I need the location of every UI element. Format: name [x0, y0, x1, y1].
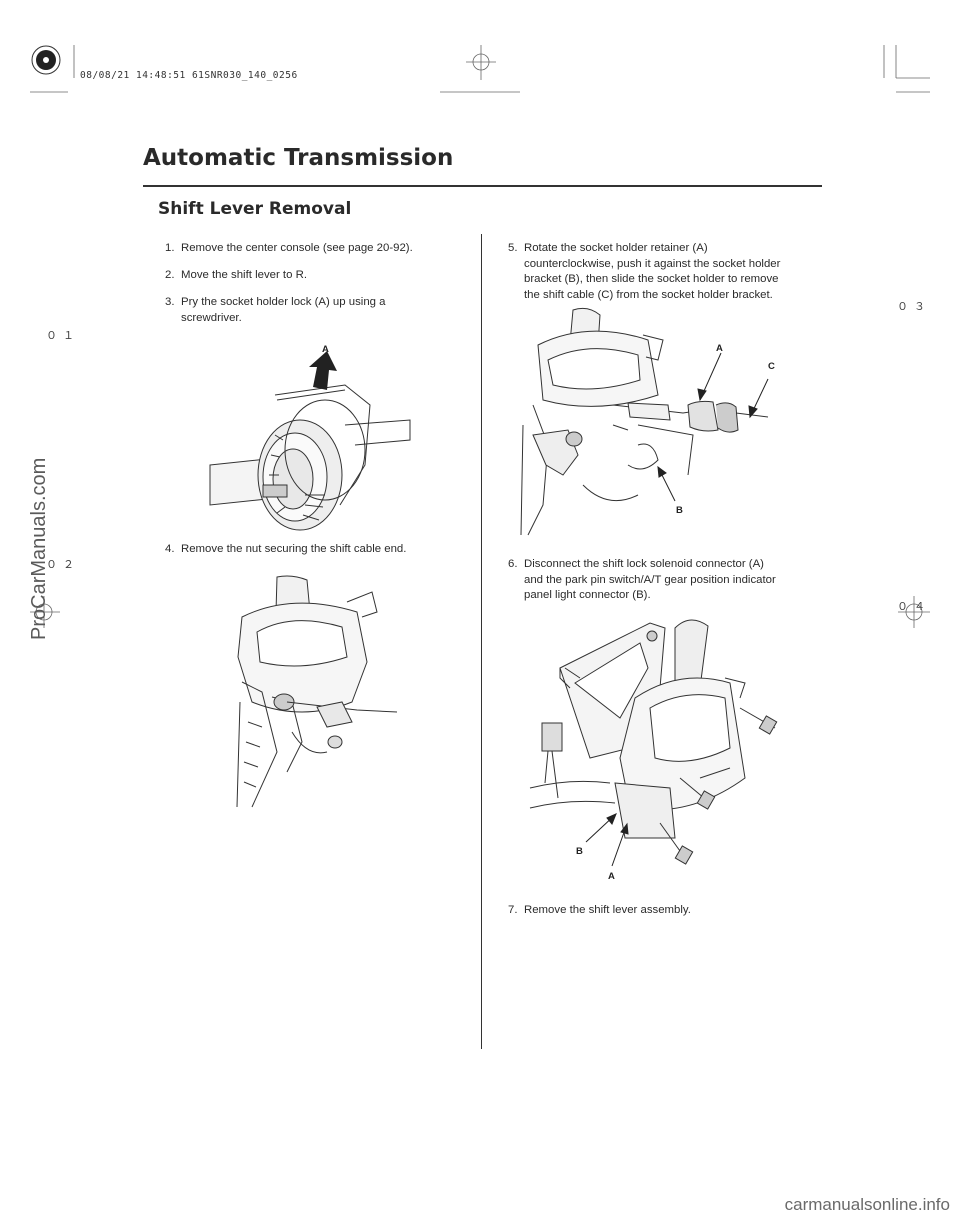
figure-label-a: A: [716, 343, 723, 354]
step-text-continued: panel light connector (B).: [524, 589, 651, 601]
shift-lock-connectors-illustration: [529, 619, 778, 867]
step-text-continued: counterclockwise, push it against the so…: [524, 257, 781, 270]
step-6: 6. Disconnect the shift lock solenoid co…: [508, 557, 828, 604]
step-number: 6.: [508, 558, 518, 570]
step-number: 3.: [165, 296, 175, 308]
column-divider: [481, 234, 483, 1049]
watermark-bottom: carmanualsonline.info: [784, 1195, 950, 1214]
figure-label-c: C: [768, 361, 775, 372]
margin-mark-01: ０１: [46, 329, 80, 342]
registration-target-top-left: [31, 45, 61, 75]
step-text: Remove the nut securing the shift cable …: [181, 543, 407, 555]
print-stamp: 08/08/21 14:48:51 61SNR030_140_0256: [80, 70, 298, 81]
figure-label-a: A: [608, 871, 615, 882]
step-text-continued: and the park pin switch/A/T gear positio…: [524, 573, 776, 586]
step-text-continued: bracket (B), then slide the socket holde…: [524, 273, 779, 285]
step-text-continued: the shift cable (C) from the socket hold…: [524, 288, 773, 301]
step-4: 4. Remove the nut securing the shift cab…: [165, 542, 475, 558]
step-7: 7. Remove the shift lever assembly.: [508, 903, 828, 919]
step-text: Rotate the socket holder retainer (A): [524, 242, 708, 254]
figure-label-a: A: [322, 344, 329, 355]
header-rule: [143, 185, 822, 187]
step-text: Disconnect the shift lock solenoid conne…: [524, 558, 764, 570]
subsection-title: Shift Lever Removal: [158, 199, 352, 219]
figure-label-b: B: [576, 846, 583, 857]
step-text-continued: screwdriver.: [181, 311, 242, 324]
step-number: 1.: [165, 242, 175, 254]
step-2: 2. Move the shift lever to R.: [165, 268, 475, 284]
socket-holder-lock-illustration: [209, 351, 411, 531]
step-1: 1. Remove the center console (see page 2…: [165, 241, 475, 257]
margin-mark-04: ０４: [897, 600, 931, 613]
step-text: Pry the socket holder lock (A) up using …: [181, 296, 386, 308]
figure-label-b: B: [676, 505, 683, 516]
step-text: Remove the center console (see page 20-9…: [181, 242, 413, 254]
shift-cable-nut-illustration: [236, 575, 398, 808]
step-text: Move the shift lever to R.: [181, 269, 307, 281]
step-3: 3. Pry the socket holder lock (A) up usi…: [165, 295, 475, 326]
step-number: 5.: [508, 242, 518, 254]
step-number: 2.: [165, 269, 175, 281]
step-5: 5. Rotate the socket holder retainer (A)…: [508, 241, 828, 303]
margin-mark-02: ０２: [46, 558, 80, 571]
socket-holder-retainer-illustration: [520, 307, 769, 536]
step-number: 4.: [165, 543, 175, 555]
step-number: 7.: [508, 904, 518, 916]
step-text: Remove the shift lever assembly.: [524, 904, 691, 916]
watermark-left: ProCarManuals.com: [28, 457, 50, 640]
margin-mark-03: ０３: [897, 300, 931, 313]
section-title: Automatic Transmission: [143, 145, 454, 171]
